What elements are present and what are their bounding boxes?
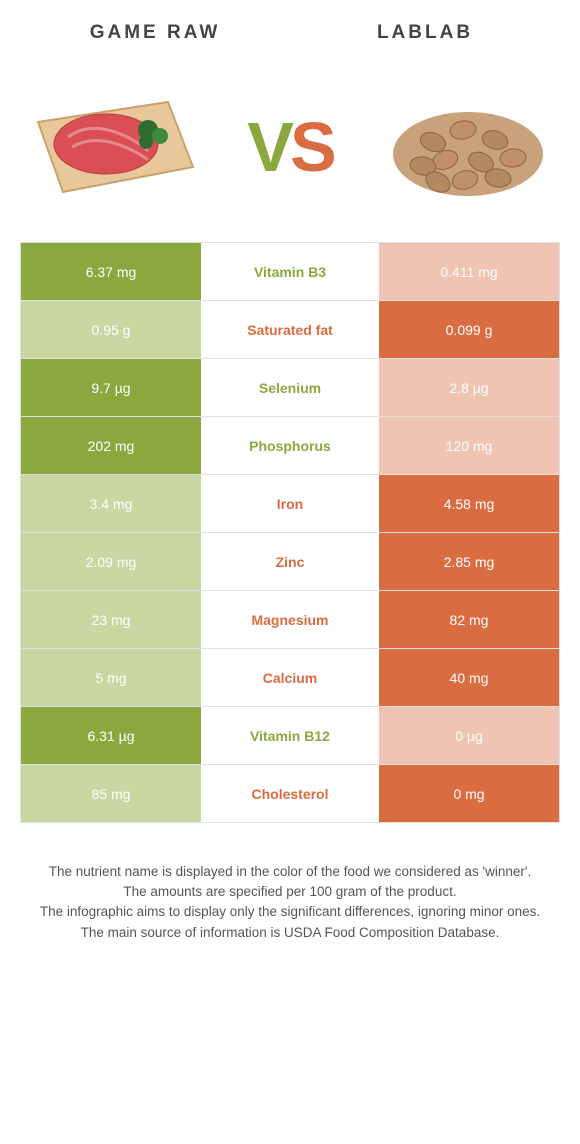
comparison-table: 6.37 mgVitamin B30.411 mg0.95 gSaturated… xyxy=(20,242,560,823)
right-value: 0 µg xyxy=(379,707,559,764)
nutrient-label: Zinc xyxy=(201,533,379,590)
table-row: 0.95 gSaturated fat0.099 g xyxy=(21,301,559,359)
right-value: 82 mg xyxy=(379,591,559,648)
left-value: 23 mg xyxy=(21,591,201,648)
right-food-image xyxy=(383,82,553,212)
table-row: 3.4 mgIron4.58 mg xyxy=(21,475,559,533)
footer-notes: The nutrient name is displayed in the co… xyxy=(0,823,580,964)
left-value: 5 mg xyxy=(21,649,201,706)
nutrient-label: Cholesterol xyxy=(201,765,379,822)
table-row: 5 mgCalcium40 mg xyxy=(21,649,559,707)
right-value: 4.58 mg xyxy=(379,475,559,532)
right-value: 120 mg xyxy=(379,417,559,474)
left-value: 2.09 mg xyxy=(21,533,201,590)
footer-line: The nutrient name is displayed in the co… xyxy=(30,863,550,881)
nutrient-label: Saturated fat xyxy=(201,301,379,358)
nutrient-label: Iron xyxy=(201,475,379,532)
left-value: 85 mg xyxy=(21,765,201,822)
left-value: 6.31 µg xyxy=(21,707,201,764)
nutrient-label: Vitamin B3 xyxy=(201,243,379,300)
header: GAME RAW LABLAB xyxy=(0,0,580,54)
right-value: 2.85 mg xyxy=(379,533,559,590)
left-food-title: GAME RAW xyxy=(20,22,290,44)
nutrient-label: Calcium xyxy=(201,649,379,706)
left-food-image xyxy=(28,82,198,212)
nutrient-label: Vitamin B12 xyxy=(201,707,379,764)
right-food-title: LABLAB xyxy=(290,22,560,44)
table-row: 85 mgCholesterol0 mg xyxy=(21,765,559,823)
footer-line: The infographic aims to display only the… xyxy=(30,903,550,921)
vs-row: VS xyxy=(0,54,580,242)
right-value: 0 mg xyxy=(379,765,559,822)
nutrient-label: Phosphorus xyxy=(201,417,379,474)
table-row: 23 mgMagnesium82 mg xyxy=(21,591,559,649)
left-value: 202 mg xyxy=(21,417,201,474)
left-value: 3.4 mg xyxy=(21,475,201,532)
nutrient-label: Magnesium xyxy=(201,591,379,648)
right-value: 2.8 µg xyxy=(379,359,559,416)
table-row: 6.37 mgVitamin B30.411 mg xyxy=(21,243,559,301)
left-value: 0.95 g xyxy=(21,301,201,358)
nutrient-label: Selenium xyxy=(201,359,379,416)
right-value: 0.411 mg xyxy=(379,243,559,300)
table-row: 2.09 mgZinc2.85 mg xyxy=(21,533,559,591)
table-row: 9.7 µgSelenium2.8 µg xyxy=(21,359,559,417)
left-value: 6.37 mg xyxy=(21,243,201,300)
right-value: 40 mg xyxy=(379,649,559,706)
footer-line: The main source of information is USDA F… xyxy=(30,924,550,942)
footer-line: The amounts are specified per 100 gram o… xyxy=(30,883,550,901)
vs-label: VS xyxy=(247,107,332,187)
left-value: 9.7 µg xyxy=(21,359,201,416)
table-row: 202 mgPhosphorus120 mg xyxy=(21,417,559,475)
table-row: 6.31 µgVitamin B120 µg xyxy=(21,707,559,765)
vs-v: V xyxy=(247,108,290,186)
vs-s: S xyxy=(290,108,333,186)
right-value: 0.099 g xyxy=(379,301,559,358)
